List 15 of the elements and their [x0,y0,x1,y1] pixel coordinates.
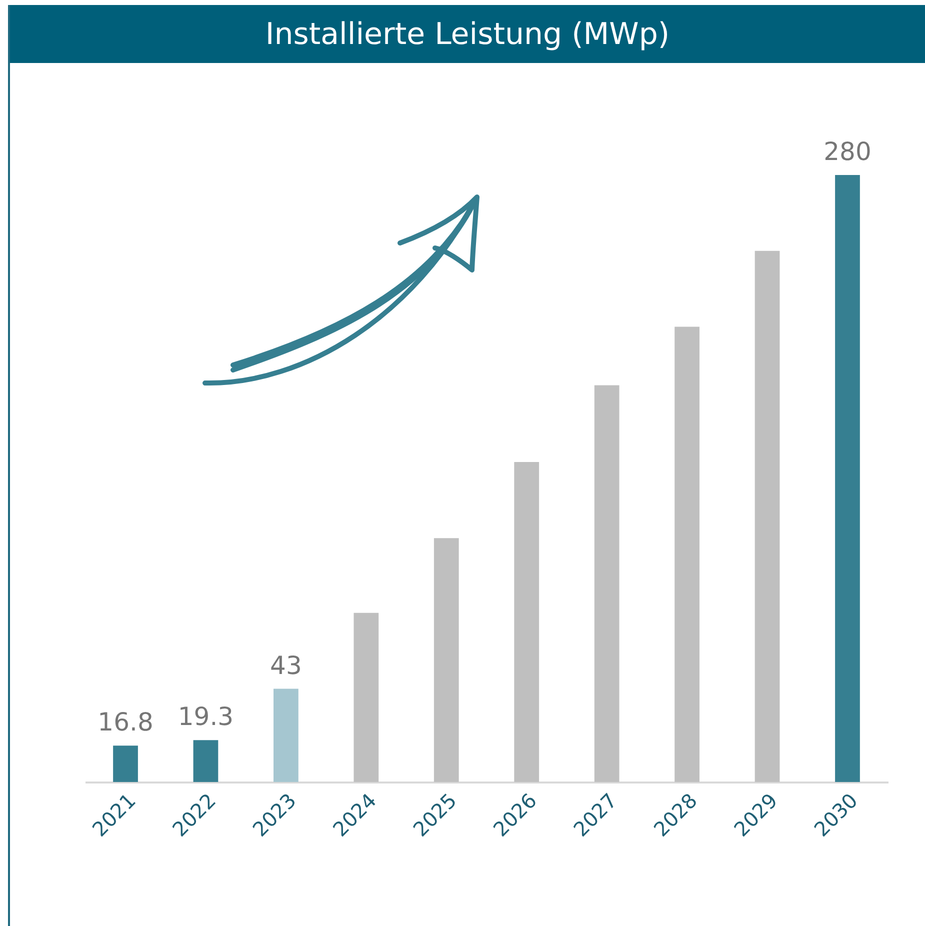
bar [835,175,860,782]
bar [354,612,379,782]
bar [113,746,138,782]
chart-title: Installierte Leistung (MWp) [10,5,925,63]
data-label: 19.3 [178,702,234,732]
bar [754,250,780,782]
bar [594,385,620,782]
data-label: 280 [824,137,872,166]
data-label: 16.8 [98,708,154,737]
bar [434,538,459,782]
bar [674,326,700,782]
bar [193,740,218,782]
bar [514,462,540,782]
data-label: 43 [270,650,302,680]
bar [274,688,298,782]
